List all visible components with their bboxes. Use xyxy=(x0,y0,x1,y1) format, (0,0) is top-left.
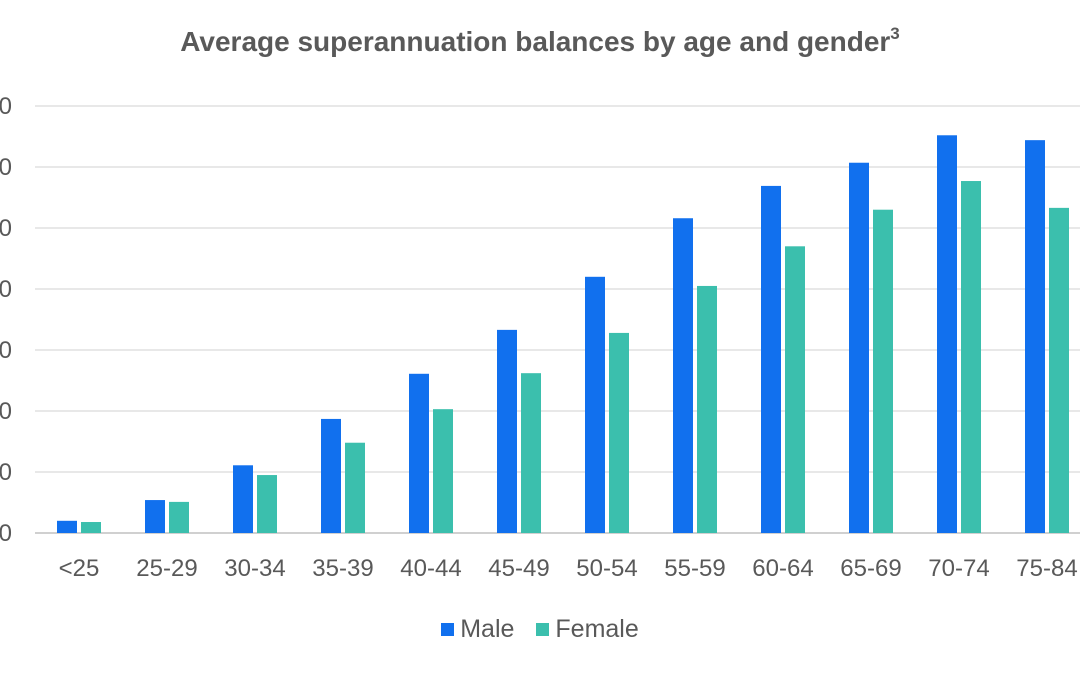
bar-male xyxy=(409,373,429,533)
legend-male-label: Male xyxy=(460,615,515,643)
legend-female-swatch xyxy=(536,623,550,636)
bar-female xyxy=(345,442,365,533)
y-tick-label: 0 xyxy=(0,459,12,486)
x-tick-label: <25 xyxy=(59,555,100,582)
x-tick-label: 60-64 xyxy=(752,555,813,582)
bar-female xyxy=(609,332,629,533)
y-tick-label: 0 xyxy=(0,337,12,364)
bar-male xyxy=(849,162,869,534)
x-tick-label: 65-69 xyxy=(840,555,901,582)
y-tick-label: 0 xyxy=(0,398,12,425)
bar-female xyxy=(873,209,893,533)
bar-female xyxy=(785,246,805,534)
legend: Male Female xyxy=(0,615,1080,644)
legend-female: Female xyxy=(536,615,639,644)
bar-male xyxy=(145,500,165,533)
legend-male: Male xyxy=(441,615,514,644)
legend-female-label: Female xyxy=(555,615,639,643)
y-tick-label: 0 xyxy=(0,93,12,120)
legend-male-swatch xyxy=(441,623,455,636)
bar-male xyxy=(1025,140,1045,533)
x-tick-label: 75-84 xyxy=(1016,555,1077,582)
y-tick-label: 0 xyxy=(0,520,12,547)
chart-title: Average superannuation balances by age a… xyxy=(0,24,1080,58)
bar-male xyxy=(937,135,957,533)
bar-male xyxy=(497,329,517,533)
title-footnote: 3 xyxy=(890,24,900,43)
bar-female xyxy=(81,522,101,533)
x-tick-label: 35-39 xyxy=(312,555,373,582)
bar-male xyxy=(761,185,781,533)
bar-female xyxy=(433,409,453,533)
bar-female xyxy=(169,501,189,533)
x-tick-label: 25-29 xyxy=(136,555,197,582)
x-tick-label: 50-54 xyxy=(576,555,637,582)
x-tick-label: 70-74 xyxy=(928,555,989,582)
bar-female xyxy=(697,285,717,533)
bar-male xyxy=(585,276,605,533)
y-tick-label: 0 xyxy=(0,215,12,242)
bar-male xyxy=(233,465,253,533)
x-tick-label: 45-49 xyxy=(488,555,549,582)
bar-female xyxy=(521,373,541,533)
x-tick-label: 55-59 xyxy=(664,555,725,582)
bar-female xyxy=(961,181,981,533)
y-tick-label: 0 xyxy=(0,276,12,303)
bar-male xyxy=(57,520,77,533)
x-tick-label: 40-44 xyxy=(400,555,461,582)
bar-female xyxy=(257,475,277,533)
bar-female xyxy=(1049,207,1069,533)
x-tick-label: 30-34 xyxy=(224,555,285,582)
bar-male xyxy=(321,418,341,533)
chart-title-text: Average superannuation balances by age a… xyxy=(180,26,891,57)
bar-male xyxy=(673,218,693,534)
y-tick-label: 0 xyxy=(0,154,12,181)
